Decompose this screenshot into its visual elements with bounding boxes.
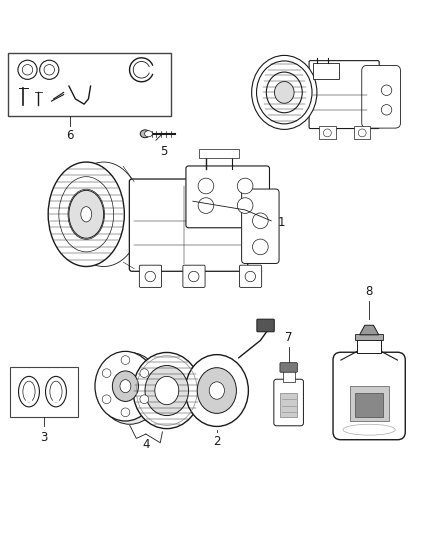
FancyBboxPatch shape (280, 362, 297, 372)
Ellipse shape (145, 366, 188, 416)
FancyBboxPatch shape (242, 189, 279, 263)
FancyBboxPatch shape (257, 319, 274, 332)
Text: 3: 3 (40, 431, 47, 443)
Polygon shape (360, 325, 379, 335)
Wedge shape (52, 392, 60, 402)
Ellipse shape (68, 189, 105, 239)
Bar (10, 367, 78, 417)
Ellipse shape (81, 207, 92, 222)
Ellipse shape (197, 368, 237, 414)
Text: 7: 7 (285, 331, 293, 344)
Text: 2: 2 (213, 435, 221, 448)
Ellipse shape (120, 379, 131, 393)
Ellipse shape (257, 61, 312, 124)
Circle shape (237, 198, 253, 213)
Circle shape (188, 271, 199, 282)
Circle shape (253, 239, 268, 255)
Ellipse shape (48, 162, 124, 266)
Text: 1: 1 (278, 216, 285, 230)
Bar (350, 386, 389, 421)
Ellipse shape (145, 131, 152, 137)
Bar (355, 334, 383, 341)
FancyBboxPatch shape (240, 265, 261, 287)
Circle shape (18, 60, 37, 79)
FancyBboxPatch shape (186, 166, 269, 228)
Ellipse shape (133, 352, 201, 429)
Circle shape (102, 395, 111, 403)
Bar (313, 63, 339, 79)
FancyBboxPatch shape (129, 179, 248, 271)
Circle shape (253, 213, 268, 229)
FancyBboxPatch shape (139, 265, 162, 287)
Circle shape (121, 408, 130, 417)
Ellipse shape (113, 371, 138, 401)
Ellipse shape (209, 382, 224, 399)
Bar (355, 393, 383, 417)
Circle shape (198, 178, 214, 194)
FancyBboxPatch shape (274, 379, 304, 426)
Text: 6: 6 (66, 130, 74, 142)
Circle shape (40, 60, 59, 79)
FancyBboxPatch shape (362, 66, 400, 128)
Text: 8: 8 (365, 285, 373, 298)
Ellipse shape (343, 424, 395, 435)
Circle shape (44, 64, 54, 75)
Ellipse shape (185, 354, 248, 426)
Ellipse shape (252, 55, 317, 130)
Ellipse shape (59, 176, 114, 252)
Circle shape (121, 356, 130, 365)
Circle shape (381, 85, 392, 95)
Bar (199, 149, 239, 158)
Ellipse shape (46, 376, 67, 407)
Circle shape (198, 198, 214, 213)
Ellipse shape (69, 190, 104, 238)
Ellipse shape (50, 381, 62, 402)
FancyBboxPatch shape (333, 352, 405, 440)
Ellipse shape (98, 352, 161, 424)
Circle shape (145, 271, 155, 282)
Circle shape (381, 104, 392, 115)
Ellipse shape (18, 376, 39, 407)
Bar (354, 126, 371, 140)
Text: 4: 4 (142, 438, 150, 450)
Circle shape (358, 129, 366, 137)
Circle shape (245, 271, 255, 282)
Ellipse shape (266, 72, 302, 113)
Ellipse shape (155, 376, 179, 405)
Circle shape (140, 369, 148, 377)
Bar (280, 393, 297, 417)
Circle shape (140, 395, 148, 403)
Circle shape (102, 369, 111, 377)
Ellipse shape (95, 351, 156, 421)
Bar (357, 340, 381, 353)
Circle shape (323, 129, 331, 137)
Ellipse shape (66, 162, 142, 266)
Bar (283, 371, 295, 382)
Wedge shape (25, 392, 33, 402)
Ellipse shape (140, 130, 150, 138)
Text: 5: 5 (160, 144, 168, 158)
Bar (8, 53, 171, 116)
Circle shape (237, 178, 253, 194)
Bar (319, 126, 336, 140)
FancyBboxPatch shape (309, 61, 379, 128)
Ellipse shape (23, 381, 35, 402)
FancyBboxPatch shape (183, 265, 205, 287)
Ellipse shape (275, 82, 294, 103)
Circle shape (22, 64, 33, 75)
